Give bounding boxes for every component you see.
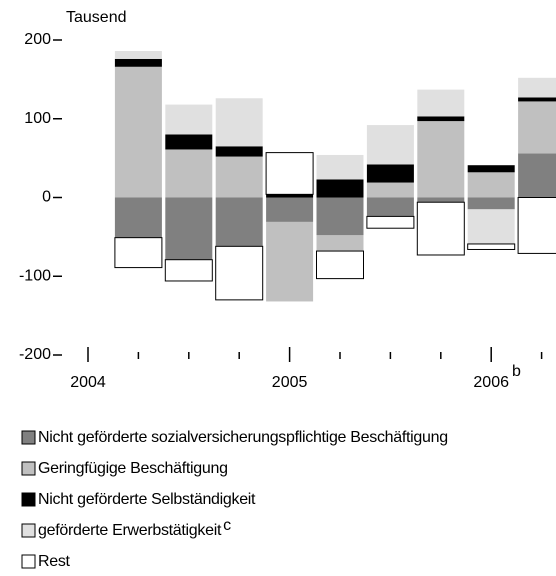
y-tick-label: 100 <box>24 110 51 127</box>
bar-segment <box>316 250 364 280</box>
bar-segment <box>417 121 465 198</box>
bar-segment <box>316 235 364 252</box>
bar-segment <box>215 146 263 157</box>
bar-segment <box>114 237 163 269</box>
legend-label: geförderte Erwerbstätigkeit <box>38 522 222 539</box>
bar-segment <box>266 194 314 198</box>
bar-segment <box>215 245 264 301</box>
bar-segment <box>467 172 515 198</box>
legend-note: c <box>223 517 231 534</box>
bar-segment <box>165 104 213 135</box>
bar-segment <box>518 101 556 154</box>
bar-segment <box>265 152 314 195</box>
bar-segment <box>114 66 162 198</box>
bar-segment <box>165 197 213 260</box>
bar-segment <box>114 58 162 67</box>
legend-swatch <box>21 523 36 538</box>
bar-segment <box>366 182 414 198</box>
bar-segment <box>366 164 414 183</box>
y-tick-label: 0 <box>42 189 51 206</box>
bar-segment <box>467 209 515 244</box>
bar-segment <box>517 197 556 254</box>
bar-segment <box>215 197 263 247</box>
bar-segment <box>215 98 263 147</box>
legend-label: Nicht geförderte sozialversicherungspfli… <box>38 429 448 446</box>
bar-segment <box>467 243 516 250</box>
y-tick-label: -100 <box>19 267 51 284</box>
legend-label: Rest <box>38 553 71 570</box>
legend-swatch <box>21 461 36 476</box>
bar-segment <box>316 179 364 198</box>
bar-segment <box>266 221 314 302</box>
y-axis-label: Tausend <box>66 9 127 26</box>
x-tick-label: 2004 <box>70 374 106 391</box>
bar-segment <box>165 149 213 198</box>
bar-segment <box>518 97 556 102</box>
x-tick-label: 2005 <box>272 374 308 391</box>
x-tick-label: 2006 <box>473 374 509 391</box>
x-label-note: b <box>512 363 521 380</box>
legend-swatch <box>21 492 36 507</box>
bar-segment <box>215 156 263 198</box>
bar-segment <box>165 134 213 150</box>
bar-segment <box>366 215 415 229</box>
legend-label: Nicht geförderte Selbständigkeit <box>38 491 256 508</box>
bar-segment <box>467 165 515 173</box>
bar-segment <box>417 89 465 117</box>
y-tick-label: -200 <box>19 346 51 363</box>
bar-segment <box>164 259 213 282</box>
bar-segment <box>417 116 465 122</box>
y-tick-label: 200 <box>24 31 51 48</box>
bar-segment <box>518 153 556 198</box>
legend-swatch <box>21 554 36 569</box>
bar-segment <box>114 51 162 59</box>
legend-swatch <box>21 430 36 445</box>
legend-label: Geringfügige Beschäftigung <box>38 460 228 477</box>
bar-segment <box>366 197 414 217</box>
bar-segment <box>316 197 364 236</box>
bar-segment <box>467 197 515 210</box>
bar-segment <box>417 197 465 203</box>
bar-segment <box>114 197 162 238</box>
bar-segment <box>316 154 364 180</box>
bar-segment <box>266 197 314 222</box>
bar-segment <box>518 77 556 98</box>
bar-segment <box>416 201 465 256</box>
bar-segment <box>366 125 414 165</box>
